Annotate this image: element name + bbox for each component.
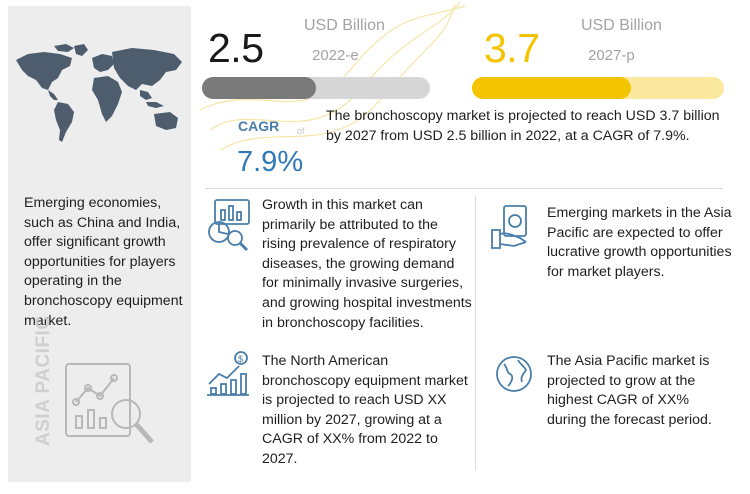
left-description: Emerging economies, such as China and In… bbox=[24, 195, 183, 329]
market-analysis-icon bbox=[208, 199, 250, 252]
region-label: ASIA PACIFIC bbox=[33, 315, 54, 446]
projected-bar-track bbox=[472, 77, 724, 99]
projected-unit: USD Billion bbox=[581, 17, 662, 34]
vertical-divider bbox=[475, 196, 476, 470]
insight-text-growth: Growth in this market can primarily be a… bbox=[262, 197, 472, 331]
left-panel: Emerging economies, such as China and In… bbox=[8, 6, 191, 482]
projected-bar-fill bbox=[472, 77, 631, 99]
cagr-label: CAGR bbox=[238, 118, 280, 134]
cagr-value: 7.9% bbox=[237, 146, 304, 178]
current-value: 2.5 bbox=[208, 25, 264, 71]
market-summary: The bronchoscopy market is projected to … bbox=[326, 108, 720, 144]
current-unit: USD Billion bbox=[304, 17, 385, 34]
world-map-icon bbox=[16, 44, 182, 142]
insight-text-emerging: Emerging markets in the Asia Pacific are… bbox=[547, 205, 732, 280]
insight-text-asia-pacific: The Asia Pacific market is projected to … bbox=[547, 353, 712, 428]
projected-year: 2027-p bbox=[588, 47, 635, 64]
horizontal-divider bbox=[205, 188, 723, 189]
growth-chart-icon: $ bbox=[207, 351, 249, 396]
cagr-of: of bbox=[297, 126, 305, 136]
current-bar-fill bbox=[202, 77, 316, 99]
current-year: 2022-e bbox=[312, 47, 359, 64]
insight-text-north-america: The North American bronchoscopy equipmen… bbox=[262, 353, 468, 467]
analytics-magnifier-icon bbox=[65, 363, 154, 444]
projected-value: 3.7 bbox=[484, 25, 540, 71]
globe-icon bbox=[496, 356, 532, 392]
svg-text:$: $ bbox=[238, 354, 243, 364]
current-bar-track bbox=[202, 77, 430, 99]
money-hand-icon bbox=[491, 205, 527, 249]
